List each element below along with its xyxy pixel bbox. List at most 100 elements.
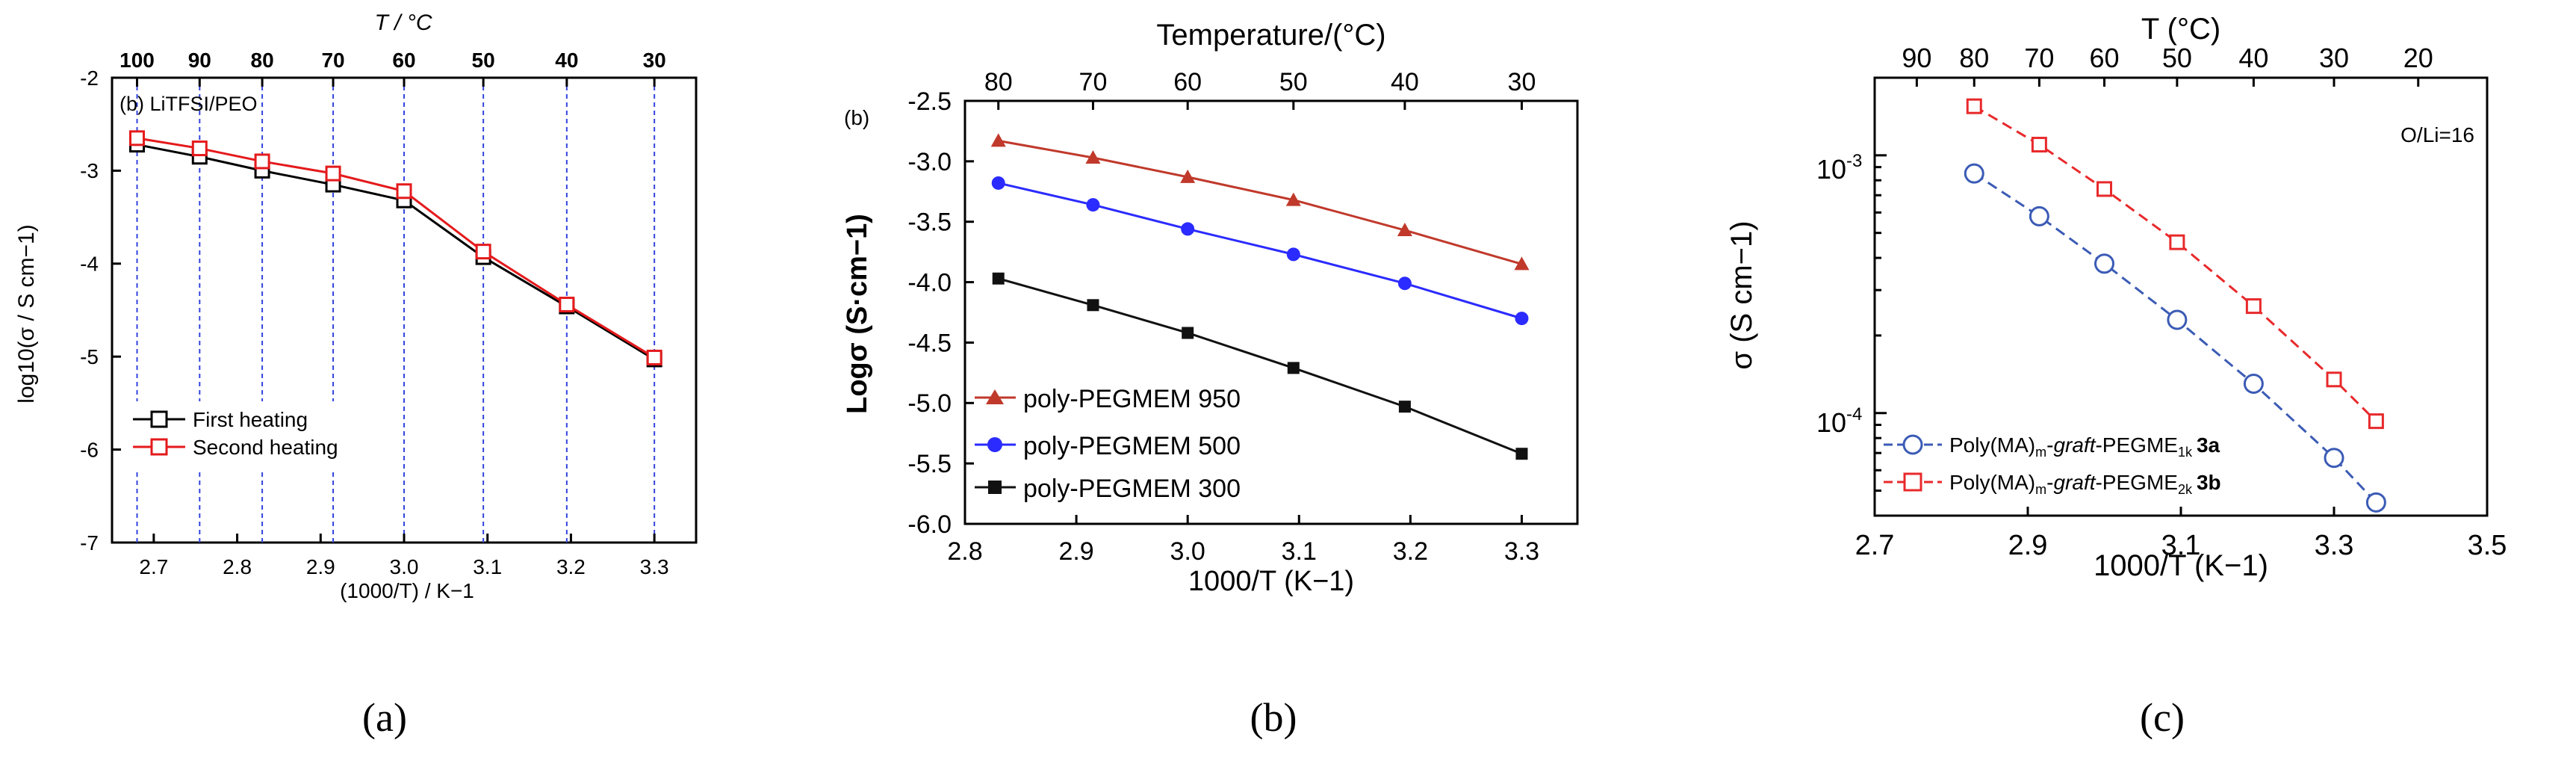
caption-c: (c) (2140, 695, 2185, 740)
chart-c-y-axis-title: σ (S cm−1) (1725, 220, 1758, 369)
chart-c-series-1-point-3 (2094, 253, 2114, 274)
chart-b-series-3-point-2 (1087, 299, 1099, 312)
chart-b-y-axis: -6.0 -5.5 -5.0 -4.5 -4.0 -3.5 -3.0 -2.5 (907, 87, 974, 539)
chart-c-series-1-point-1 (1964, 163, 1984, 184)
chart-c-series-1-point-6 (2324, 448, 2344, 469)
chart-c-top-tick-label-60: 60 (2089, 43, 2119, 73)
chart-b-xtick-label-2p8: 2.8 (947, 537, 982, 566)
chart-c-series-1-point-4 (2167, 309, 2188, 330)
chart-b-y-axis-title: Logσ (S·cm−1) (842, 214, 873, 414)
chart-b-ytick-label-m6: -6.0 (907, 510, 952, 539)
chart-c-top-tick-label-70: 70 (2024, 43, 2054, 73)
chart-c-series-2-point-2 (2031, 137, 2047, 153)
chart-b-series-3-point-5 (1398, 401, 1411, 413)
chart-c-xtick-label-3p1: 3.1 (2161, 530, 2201, 561)
chart-a-ytick-label-m2: -2 (80, 67, 99, 90)
chart-b-legend-marker-300 (988, 481, 1002, 494)
chart-c-series-1-point-7 (2365, 492, 2386, 513)
chart-b-series-2-point-5 (1397, 277, 1412, 291)
chart-a-top-tick-label-100: 100 (120, 49, 155, 72)
chart-b-top-axis-title: Temperature/(°C) (1156, 19, 1385, 52)
chart-b-ytick-label-m5p5: -5.5 (907, 450, 952, 478)
chart-b-series-2-point-3 (1181, 222, 1195, 236)
chart-c-top-tick-label-30: 30 (2319, 43, 2349, 73)
chart-c-legend: Poly(MA)m-graft-PEGME1k 3a Poly(MA)m-graf… (1884, 433, 2221, 497)
chart-b-ytick-label-m5: -5.0 (907, 389, 952, 418)
chart-c-top-tick-label-20: 20 (2403, 43, 2433, 73)
chart-b-top-tick-label-30: 30 (1508, 68, 1536, 96)
caption-b: (b) (1250, 695, 1297, 740)
chart-b-ytick-label-m2p5: -2.5 (907, 87, 952, 116)
chart-c: 2.7 2.9 3.1 3.3 3.5 90 80 70 60 50 40 30 20 T (°C) … (1725, 13, 2507, 582)
chart-a-legend-label-first: First heating (193, 408, 308, 431)
chart-c-series-2-point-6 (2326, 371, 2342, 388)
chart-a-ytick-label-m6: -6 (80, 438, 99, 461)
chart-c-series (1964, 98, 2386, 513)
chart-c-x-axis: 2.7 2.9 3.1 3.3 3.5 (1855, 507, 2507, 561)
chart-b-plot-frame (963, 99, 1579, 525)
chart-b-series-2-point-1 (991, 176, 1005, 190)
chart-c-xtick-label-3p3: 3.3 (2315, 530, 2354, 561)
chart-b-series-1-point-6 (1514, 256, 1530, 271)
chart-b-xtick-label-2p9: 2.9 (1058, 537, 1093, 566)
chart-a-ytick-label-m3: -3 (80, 159, 99, 182)
chart-c-series-1-point-2 (2029, 206, 2049, 226)
chart-c-ytick-label-1e-4: 10-4 (1816, 404, 1862, 438)
chart-b-series-1-point-1 (990, 133, 1006, 147)
chart-a-x-axis-title: (1000/T) / K−1 (340, 579, 474, 602)
chart-b-top-tick-label-50: 50 (1279, 68, 1308, 96)
chart-a-series-2-point-1 (129, 130, 146, 146)
chart-b-ytick-label-m3: -3.0 (907, 148, 952, 176)
chart-b-xtick-label-3p1: 3.1 (1282, 537, 1317, 566)
chart-b-series-2-point-2 (1086, 198, 1100, 212)
chart-b-ytick-label-m3p5: -3.5 (907, 208, 952, 237)
chart-b-series (990, 133, 1530, 460)
chart-c-series-2-point-5 (2245, 298, 2262, 315)
chart-c-legend-marker-3a (1902, 434, 1923, 455)
chart-c-series-2-point-4 (2169, 234, 2185, 250)
chart-b-top-tick-label-40: 40 (1391, 68, 1419, 96)
chart-a-ytick-label-m7: -7 (80, 531, 99, 555)
chart-b-series-1-point-2 (1085, 150, 1101, 164)
chart-a-series-2-point-4 (325, 165, 341, 182)
chart-b-top-tick-label-80: 80 (984, 68, 1013, 96)
chart-b-top-tick-label-60: 60 (1173, 68, 1202, 96)
caption-a: (a) (362, 695, 407, 740)
chart-a-series-2-point-5 (396, 183, 412, 200)
chart-c-top-tick-label-80: 80 (1959, 43, 1989, 73)
chart-a: 2.7 2.8 2.9 3.0 3.1 3.2 3.3 -7 -6 -5 -4 -3 -2 100 90… (14, 10, 698, 602)
chart-a-xtick-label-2p7: 2.7 (139, 555, 168, 578)
chart-b-legend: poly-PEGMEM 950 poly-PEGMEM 500 poly-PEG… (975, 385, 1241, 503)
chart-b-series-1-line (998, 139, 1522, 265)
chart-a-legend-marker-second (150, 438, 168, 456)
chart-c-y-axis (1875, 76, 1887, 517)
chart-a-series-2-point-2 (191, 140, 208, 157)
chart-c-series-2-line (1973, 105, 2377, 422)
chart-c-series-1-point-5 (2243, 373, 2264, 394)
chart-b-series-3-point-3 (1182, 327, 1194, 339)
chart-b-legend-label-500: poly-PEGMEM 500 (1023, 432, 1241, 460)
chart-b: 2.8 2.9 3.0 3.1 3.2 3.3 -6.0-5.5-5.0-4.5-4.0-… (842, 19, 1579, 597)
chart-a-legend-label-second: Second heating (193, 436, 338, 459)
chart-a-y-axis-title: log10(σ / S cm−1) (14, 224, 39, 403)
chart-c-annotation: O/Li=16 (2400, 123, 2474, 146)
chart-b-x-axis: 2.8 2.9 3.0 3.1 3.2 3.3 (947, 515, 1539, 566)
chart-a-ytick-label-m4: -4 (80, 253, 99, 276)
chart-a-xtick-label-3p3: 3.3 (640, 555, 669, 578)
chart-c-xtick-label-2p7: 2.7 (1855, 530, 1895, 561)
chart-a-xtick-label-2p8: 2.8 (223, 555, 252, 578)
chart-a-xtick-label-2p9: 2.9 (306, 555, 335, 578)
chart-b-series-3-line (998, 277, 1523, 455)
chart-c-top-axis-title: T (°C) (2141, 13, 2220, 46)
chart-a-x-axis: 2.7 2.8 2.9 3.0 3.1 3.2 3.3 (139, 534, 669, 578)
chart-a-top-tick-label-60: 60 (392, 49, 415, 72)
chart-b-series-3-point-1 (992, 272, 1005, 285)
chart-c-legend-label-3a: Poly(MA)m-graft-PEGME1k 3a (1949, 433, 2220, 460)
chart-a-legend-marker-first (150, 410, 168, 428)
chart-b-panel-label: (b) (844, 106, 869, 129)
chart-a-top-tick-label-30: 30 (643, 49, 666, 72)
chart-b-top-tick-label-70: 70 (1079, 68, 1108, 96)
chart-b-legend-marker-950 (986, 389, 1004, 404)
chart-c-x-axis-title: 1000/T (K−1) (2094, 549, 2268, 582)
